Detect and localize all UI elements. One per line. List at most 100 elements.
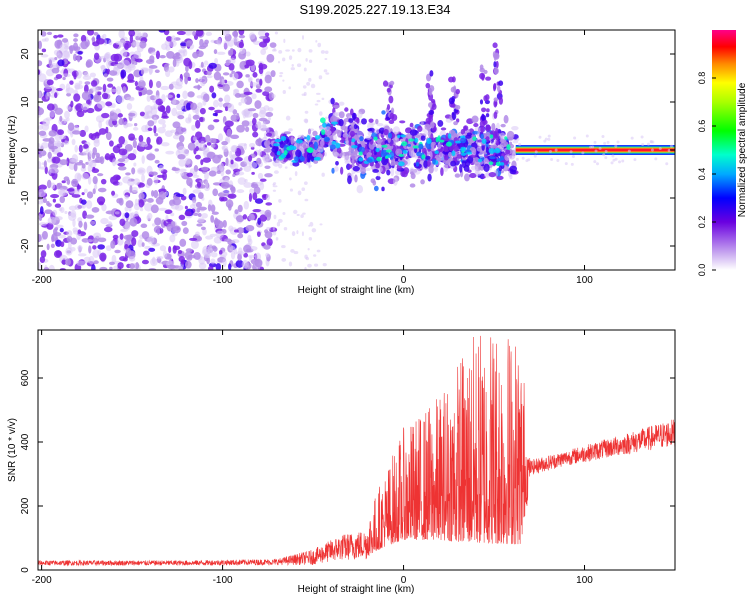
spectrogram-blob: [39, 256, 46, 264]
spectrogram-blob: [165, 150, 175, 155]
spectrogram-blob: [409, 122, 414, 128]
spectrogram-blob: [289, 177, 292, 181]
spectrogram-blob: [48, 130, 57, 137]
spectrogram-blob: [193, 165, 199, 173]
spectrogram-blob: [177, 250, 183, 254]
spectrogram-blob: [486, 108, 490, 113]
spectrogram-blob: [516, 137, 520, 141]
spectrogram-blob: [228, 63, 235, 71]
spectrogram-blob: [450, 103, 456, 108]
spectrogram-blob: [498, 80, 504, 87]
spectrogram-blob: [74, 145, 78, 153]
spectrogram-blob: [627, 149, 631, 153]
spectrogram-blob: [455, 88, 460, 95]
spectrogram-blob: [248, 213, 255, 222]
spectrogram-blob: [129, 185, 133, 193]
spectrogram-blob: [205, 31, 213, 36]
spectrogram-blob: [144, 111, 149, 116]
spectrogram-blob: [213, 236, 223, 244]
spectrogram-blob: [131, 186, 138, 193]
spectrogram-blob: [88, 176, 92, 185]
spectrogram-blob: [46, 31, 53, 36]
spectrogram-blob: [245, 59, 255, 67]
spectrogram-blob: [386, 87, 391, 93]
spectrogram-blob: [176, 103, 184, 111]
spectrogram-blob: [443, 163, 449, 172]
spectrogram-blob: [83, 71, 89, 77]
spectrogram-blob: [481, 113, 485, 122]
spectrogram-blob: [272, 145, 279, 150]
spectrogram-blob: [426, 73, 432, 82]
spectrogram-blob: [207, 124, 215, 131]
spectrogram-blob: [251, 93, 257, 100]
spectrogram-blob: [148, 65, 158, 69]
spectrogram-blob: [336, 146, 342, 154]
spectrogram-blob: [211, 211, 219, 215]
spectrogram-blob: [375, 175, 381, 181]
spectrogram-blob: [213, 99, 220, 108]
spectrogram-blob: [352, 112, 357, 120]
spectrogram-blob: [305, 57, 308, 62]
spectrogram-blob: [117, 162, 126, 167]
spectrogram-blob: [99, 252, 107, 262]
spectrogram-blob: [197, 217, 205, 223]
spectrogram-blob: [447, 133, 452, 139]
spectrogram-blob: [65, 258, 71, 266]
spectrogram-blob: [133, 178, 141, 186]
spectrogram-blob: [266, 227, 271, 231]
spectrogram-blob: [527, 158, 531, 162]
spectrogram-blob: [307, 263, 312, 268]
spectrogram-blob: [618, 160, 622, 164]
snr-xtick-label: -100: [213, 575, 233, 586]
spectrogram-blob: [42, 138, 52, 142]
spectrogram-blob: [190, 240, 199, 250]
spectrogram-blob: [108, 70, 118, 76]
spectrogram-blob: [248, 142, 256, 148]
spectrogram-blob: [84, 81, 91, 85]
spectrogram-blob: [492, 42, 498, 49]
spectrogram-blob: [230, 134, 239, 139]
spectrogram-blob: [117, 166, 127, 171]
spectrogram-blob: [296, 213, 300, 217]
spectrogram-blob: [264, 32, 270, 37]
spectrogram-blob: [150, 190, 155, 197]
spectrogram-blob: [150, 258, 158, 267]
spectrogram-blob: [101, 112, 110, 119]
colorbar-tick-label: 0.2: [697, 216, 707, 229]
spectrogram-blob: [485, 113, 490, 118]
spectrogram-blob: [46, 79, 54, 86]
spectrogram-ytick-label: 10: [20, 96, 31, 108]
spectrogram-blob: [428, 109, 435, 115]
spectrogram-blob: [47, 216, 57, 225]
spectrogram-blob: [172, 121, 181, 129]
spectrogram-blob: [260, 48, 267, 56]
spectrogram-blob: [55, 74, 63, 80]
snr-ytick-label: 400: [20, 433, 31, 450]
spectrogram-blob: [190, 102, 198, 111]
spectrogram-blob: [93, 260, 99, 265]
spectrogram-blob: [41, 230, 48, 240]
spectrogram-blob: [170, 212, 175, 217]
spectrogram-blob: [172, 58, 177, 68]
snr-ytick-label: 600: [20, 369, 31, 386]
spectrogram-blob: [232, 72, 239, 81]
spectrogram-blob: [52, 198, 56, 203]
spectrogram-blob: [212, 138, 217, 144]
spectrogram-blob: [53, 34, 58, 39]
snr-xtick-label: -200: [32, 575, 52, 586]
spectrogram-blob: [105, 126, 109, 134]
spectrogram-blob: [384, 155, 389, 159]
spectrogram-blob: [47, 140, 55, 150]
spectrogram-blob: [92, 176, 98, 185]
spectrogram-blob: [351, 158, 355, 166]
spectrogram-blob: [160, 85, 170, 91]
spectrogram-blob: [276, 150, 281, 156]
spectrogram-blob: [308, 49, 313, 53]
spectrogram-blob: [78, 220, 83, 228]
spectrogram-blob: [485, 124, 492, 132]
spectrogram-blob: [236, 189, 245, 194]
spectrogram-blob: [437, 143, 442, 150]
spectrogram-blob: [106, 59, 111, 69]
spectrogram-blob: [432, 158, 436, 165]
spectrogram-blob: [538, 135, 542, 139]
